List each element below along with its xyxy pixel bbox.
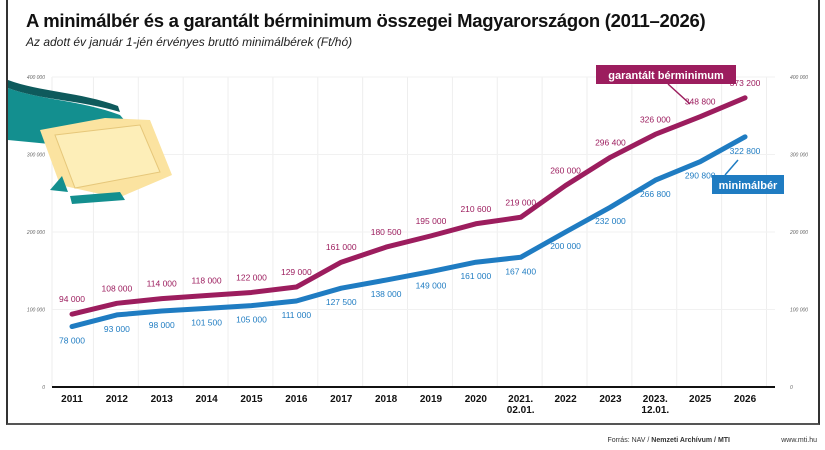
hand-with-money-illustration [8,80,172,204]
y-tick-label-left: 400 000 [27,75,45,81]
x-tick-label: 2015 [240,394,263,405]
data-label: 98 000 [149,320,175,330]
x-tick-label: 2014 [195,394,218,405]
x-tick-label: 2021. [508,394,533,405]
data-label: 105 000 [236,315,267,325]
x-tick-label: 2019 [420,394,443,405]
data-label: 219 000 [505,197,536,207]
data-label: 322 800 [730,146,761,156]
data-label: 94 000 [59,294,85,304]
data-label: 373 200 [730,78,761,88]
data-label: 114 000 [147,279,177,289]
x-tick-label: 2011 [61,394,83,405]
y-tick-label-left: 200 000 [26,230,45,236]
data-label: 127 500 [326,297,357,307]
data-label: 93 000 [104,324,130,334]
series-line-minimalber [69,134,748,330]
y-tick-label-left: 300 000 [27,153,45,159]
x-tick-label: 2012 [106,394,129,405]
data-label: 348 800 [685,97,716,107]
y-tick-label-left: 100 000 [27,308,45,314]
data-label: 122 000 [236,272,267,282]
data-label: 118 000 [192,276,222,286]
x-tick-label: 2020 [465,394,488,405]
chart-frame [6,0,820,425]
x-tick-label: 12.01. [641,405,669,416]
chart-subtitle: Az adott év január 1-jén érvényes bruttó… [26,35,353,49]
legend-label: garantált bérminimum [608,70,724,82]
x-tick-label: 2013 [151,394,174,405]
y-tick-label-left: 0 [42,385,45,391]
x-tick-label: 2022 [554,394,577,405]
data-label: 167 400 [505,266,536,276]
legend-pointer [667,83,691,105]
source-prefix: Forrás: NAV / [607,437,652,444]
data-label: 195 000 [416,216,447,226]
data-label: 180 500 [371,227,402,237]
data-label: 290 800 [685,171,716,181]
grid [51,76,775,387]
y-tick-label-right: 200 000 [789,230,808,236]
data-label: 296 400 [595,137,626,147]
data-label: 232 000 [595,216,626,226]
x-tick-label: 2023. [643,394,668,405]
x-tick-label: 2018 [375,394,398,405]
data-label: 111 000 [282,310,312,320]
y-tick-label-right: 400 000 [790,75,808,81]
data-label: 326 000 [640,114,671,124]
x-tick-label: 2025 [689,394,712,405]
data-label: 266 800 [640,189,671,199]
x-tick-label: 02.01. [507,405,535,416]
data-label: 161 000 [460,271,491,281]
x-tick-label: 2023 [599,394,622,405]
legend-pointer [724,159,739,176]
data-label: 200 000 [550,241,581,251]
data-label: 161 000 [326,242,357,252]
legend-garantalt: garantált bérminimum [596,65,736,105]
legend-box [712,175,784,194]
series-line-garantalt [69,95,748,317]
data-label: 149 000 [416,281,447,291]
chart-title: A minimálbér és a garantált bérminimum ö… [26,10,706,31]
x-tick-label: 2026 [734,394,757,405]
data-label: 78 000 [59,336,85,346]
y-tick-label-right: 300 000 [790,153,808,159]
legend-label: minimálbér [719,180,778,192]
data-label: 101 500 [191,317,222,327]
data-label: 210 600 [460,204,491,214]
x-tick-label: 2017 [330,394,353,405]
x-tick-label: 2016 [285,394,308,405]
data-label: 108 000 [102,283,133,293]
legend-box [596,65,736,84]
y-tick-label-right: 100 000 [790,308,808,314]
website-link[interactable]: www.mti.hu [781,437,817,444]
source-bold: Nemzeti Archívum / MTI [651,437,730,444]
data-label: 260 000 [550,166,581,176]
legend-minimalber: minimálbér [712,159,784,194]
data-label: 138 000 [371,289,402,299]
data-label: 129 000 [281,267,312,277]
y-tick-label-right: 0 [790,385,793,391]
source-text: Forrás: NAV / Nemzeti Archívum / MTI [607,437,730,444]
